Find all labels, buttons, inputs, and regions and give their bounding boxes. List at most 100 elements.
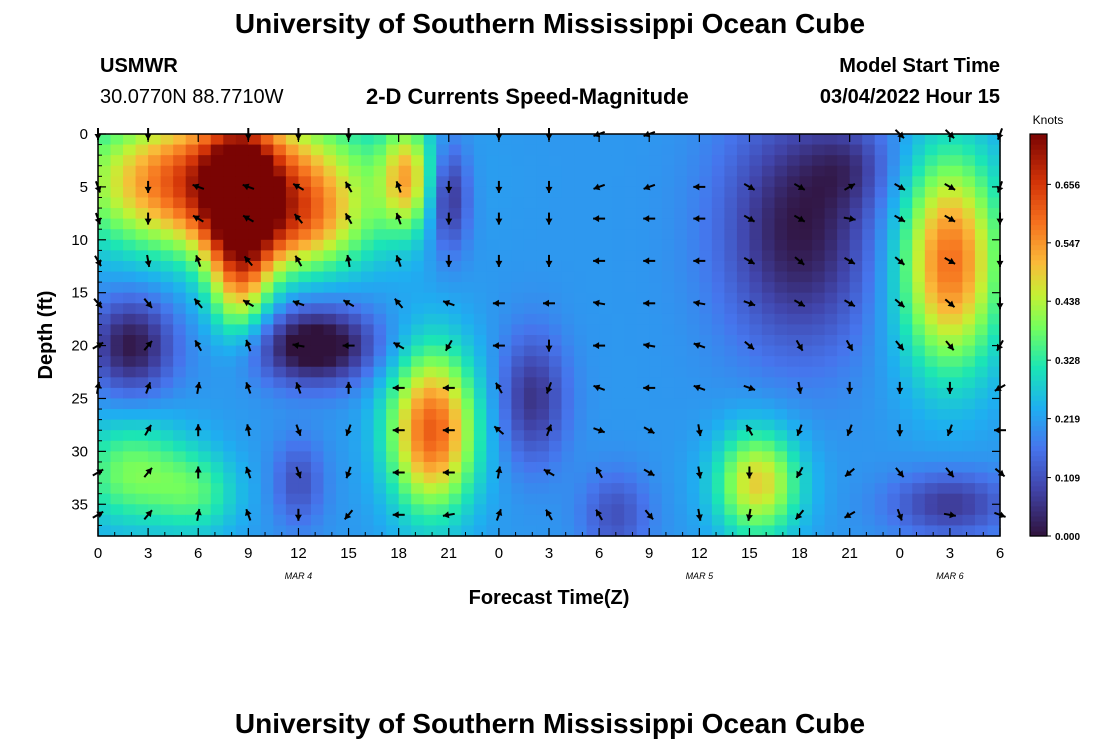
heatmap-cell	[761, 335, 776, 347]
current-vector-arrow	[844, 183, 856, 191]
heatmap-cell	[736, 218, 751, 230]
heatmap-cell	[386, 483, 400, 495]
heatmap-cell	[336, 218, 350, 230]
heatmap-cell	[285, 271, 300, 283]
heatmap-cell	[110, 514, 124, 527]
heatmap-cell	[148, 197, 162, 209]
heatmap-cell	[586, 409, 600, 421]
heatmap-cell	[724, 461, 738, 474]
colorbar-segment	[1030, 465, 1047, 472]
heatmap-cell	[974, 387, 989, 400]
heatmap-cell	[536, 419, 550, 431]
current-vector-arrow	[746, 508, 753, 521]
heatmap-cell	[473, 461, 487, 474]
current-vector-arrow	[242, 214, 254, 223]
heatmap-cell	[498, 461, 513, 474]
heatmap-cell	[98, 440, 112, 452]
heatmap-cell	[574, 430, 588, 442]
heatmap-cell	[473, 165, 487, 177]
current-vector-arrow	[795, 466, 804, 479]
heatmap-cell	[561, 398, 575, 410]
heatmap-cell	[787, 525, 801, 537]
heatmap-cell	[461, 165, 475, 177]
heatmap-cell	[248, 345, 262, 357]
current-vector-arrow	[144, 212, 152, 225]
heatmap-cell	[498, 409, 513, 421]
heatmap-cell	[348, 345, 362, 357]
heatmap-cell	[285, 387, 300, 400]
heatmap-cell	[223, 144, 237, 156]
heatmap-cell	[749, 197, 763, 209]
heatmap-cell	[874, 260, 888, 273]
heatmap-cell	[185, 461, 199, 474]
heatmap-cell	[549, 292, 563, 304]
heatmap-cell	[949, 387, 964, 400]
heatmap-cell	[549, 366, 563, 378]
heatmap-cell	[423, 186, 437, 199]
heatmap-cell	[724, 282, 738, 294]
heatmap-cell	[724, 335, 738, 347]
heatmap-cell	[348, 483, 362, 495]
heatmap-cell	[273, 218, 287, 230]
x-tick-label: 18	[791, 545, 808, 562]
heatmap-cell	[774, 493, 788, 505]
colorbar-segment	[1030, 299, 1047, 306]
heatmap-cell	[323, 377, 337, 389]
heatmap-cell	[787, 165, 801, 177]
heatmap-cell	[736, 483, 751, 495]
heatmap-cell	[711, 451, 725, 463]
heatmap-cell	[198, 271, 212, 283]
heatmap-cell	[824, 366, 838, 378]
heatmap-cell	[336, 313, 350, 326]
heatmap-cell	[924, 440, 938, 452]
heatmap-cell	[724, 250, 738, 262]
heatmap-cell	[887, 229, 901, 241]
heatmap-cell	[323, 440, 337, 452]
heatmap-cell	[110, 504, 124, 516]
heatmap-cell	[799, 229, 813, 241]
heatmap-cell	[323, 483, 337, 495]
heatmap-cell	[586, 377, 600, 389]
heatmap-cell	[862, 409, 876, 421]
heatmap-cell	[373, 208, 387, 220]
heatmap-cell	[636, 260, 650, 273]
heatmap-cell	[248, 504, 262, 516]
heatmap-cell	[473, 377, 487, 389]
heatmap-cell	[285, 155, 300, 167]
heatmap-cell	[461, 409, 475, 421]
heatmap-cell	[561, 525, 575, 537]
heatmap-cell	[561, 250, 575, 262]
heatmap-cell	[686, 366, 700, 378]
heatmap-cell	[285, 419, 300, 431]
heatmap-cell	[123, 324, 137, 336]
heatmap-cell	[937, 387, 951, 400]
heatmap-cell	[148, 409, 162, 421]
heatmap-cell	[198, 335, 212, 347]
heatmap-cell	[774, 282, 788, 294]
heatmap-cell	[123, 377, 137, 389]
heatmap-cell	[436, 313, 450, 326]
footer-title: University of Southern Mississippi Ocean…	[234, 708, 866, 739]
colorbar-segment	[1030, 149, 1047, 155]
heatmap-cell	[987, 239, 1001, 251]
heatmap-cell	[574, 387, 588, 400]
heatmap-cell	[649, 208, 663, 220]
heatmap-cell	[561, 239, 575, 251]
heatmap-cell	[736, 239, 751, 251]
heatmap-cell	[135, 303, 149, 315]
y-tick-label: 20	[71, 338, 88, 355]
heatmap-cell	[223, 218, 237, 230]
colorbar-tick-label: 0.328	[1055, 356, 1080, 367]
heatmap-cell	[411, 451, 425, 463]
heatmap-cell	[511, 155, 525, 167]
heatmap-cell	[135, 504, 149, 516]
heatmap-cell	[899, 303, 913, 315]
heatmap-cell	[611, 313, 625, 326]
heatmap-cell	[812, 472, 826, 484]
heatmap-cell	[511, 366, 525, 378]
heatmap-cell	[649, 155, 663, 167]
heatmap-cell	[498, 398, 513, 410]
heatmap-cell	[574, 377, 588, 389]
heatmap-cell	[924, 303, 938, 315]
heatmap-cell	[549, 218, 563, 230]
